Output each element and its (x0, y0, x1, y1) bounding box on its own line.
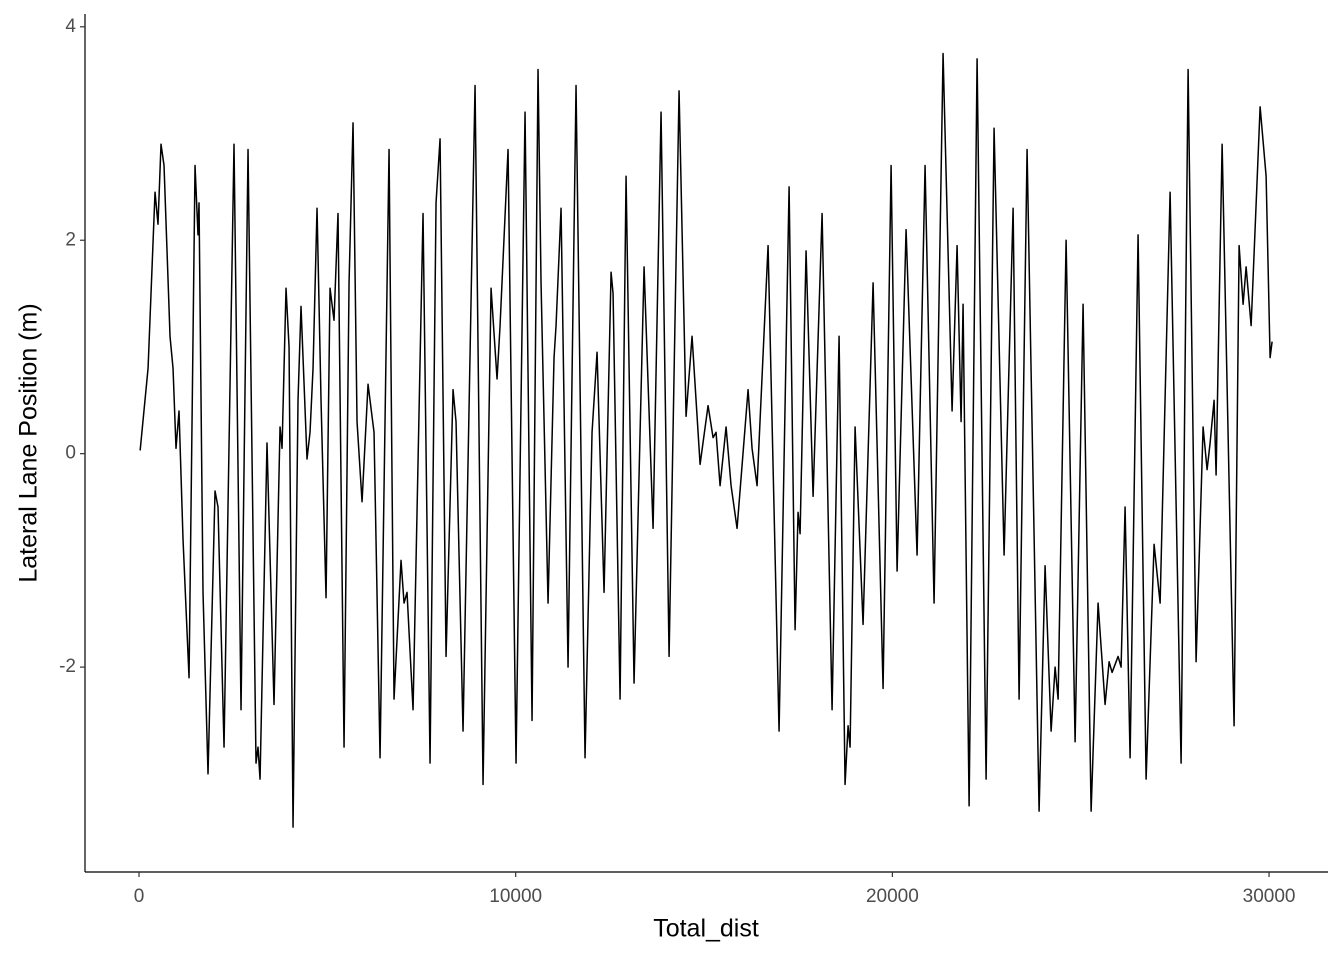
y-tick-label: 4 (65, 16, 76, 37)
x-tick-label: 20000 (866, 886, 919, 907)
y-axis-title: Lateral Lane Position (m) (15, 303, 43, 582)
y-tick-label: 0 (65, 443, 76, 464)
data-line (139, 52, 1273, 828)
x-tick-label: 10000 (489, 886, 542, 907)
x-tick-label: 0 (134, 886, 145, 907)
x-axis-title: Total_dist (653, 915, 759, 943)
x-tick-label: 30000 (1243, 886, 1296, 907)
y-tick-label: -2 (59, 656, 76, 677)
y-tick-label: 2 (65, 229, 76, 250)
